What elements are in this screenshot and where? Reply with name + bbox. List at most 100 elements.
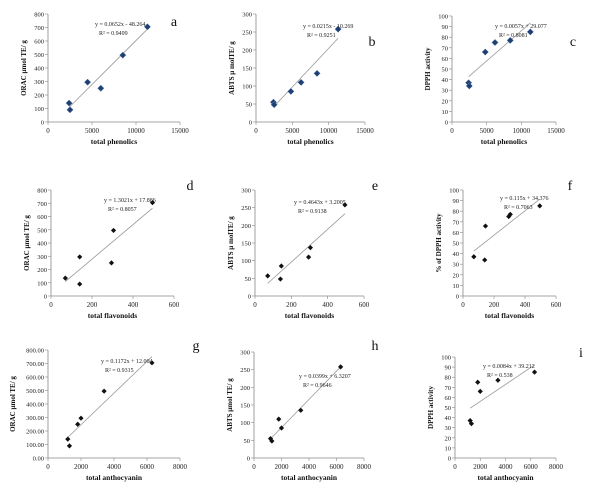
y-tick-label: 60 — [442, 56, 449, 63]
trend-line — [67, 356, 153, 438]
y-tick-label: 150 — [241, 241, 251, 248]
data-point — [276, 416, 282, 422]
data-point — [277, 276, 284, 282]
x-tick-label: 400 — [322, 301, 333, 309]
y-tick-label: 30 — [445, 425, 452, 432]
x-axis-label: total anthocyanin — [86, 473, 143, 482]
panel-d: 0 100 200 300 400 500 600 700 800 0 200 400 600 total… — [23, 179, 194, 320]
data-point — [108, 260, 115, 266]
panel-letter: c — [570, 35, 576, 50]
y-tick-label: 10 — [442, 109, 449, 116]
y-axis-label: ABTS µ molTE/ g — [228, 41, 236, 95]
panel-letter: g — [193, 339, 200, 354]
panel-a: 0 100 200 300 400 500 600 700 800 0 5000 10000 15000… — [20, 12, 189, 147]
x-tick-label: 600 — [359, 301, 370, 309]
y-tick-label: 300 — [242, 12, 252, 19]
trend-line — [273, 37, 339, 108]
data-point — [506, 36, 514, 44]
y-tick-label: 200 — [37, 267, 47, 274]
data-point — [143, 23, 151, 31]
x-tick-label: 10000 — [320, 127, 338, 135]
x-tick-label: 0 — [450, 127, 454, 135]
y-tick-label: 500 — [37, 227, 47, 234]
x-tick-label: 2000 — [74, 463, 89, 471]
x-axis-label: total phenolics — [481, 137, 528, 146]
data-point — [307, 244, 314, 251]
x-tick-label: 0 — [253, 301, 257, 309]
x-axis-label: total flavonoids — [88, 311, 137, 320]
y-tick-label: 20 — [453, 272, 460, 279]
y-tick-label: 100 — [449, 188, 459, 195]
y-tick-label: 100 — [37, 280, 47, 287]
data-point — [506, 213, 512, 220]
r-squared: R² = 0.9138 — [298, 209, 327, 215]
data-point — [77, 254, 83, 260]
x-tick-label: 0 — [46, 463, 50, 471]
y-axis-label: ABTS µ molTE/ g — [227, 216, 235, 270]
y-axis-label: ABTS µmol TE/ g — [226, 378, 234, 432]
y-tick-label: 50 — [245, 276, 252, 283]
x-tick-label: 10000 — [127, 127, 145, 135]
x-tick-label: 8000 — [173, 463, 188, 471]
y-axis-label: % of DPPH activity — [435, 213, 443, 273]
y-tick-label: 50 — [453, 241, 460, 248]
y-tick-label: 200 — [240, 385, 250, 392]
panel-h: 0 50 100 150 200 250 300 0 2000 4000 6000 8000 total… — [226, 339, 379, 482]
data-point — [471, 254, 477, 260]
trend-line — [68, 28, 148, 108]
y-tick-label: 500 — [34, 52, 44, 59]
r-squared: R² = 0.9251 — [307, 33, 336, 39]
data-point — [338, 364, 344, 370]
y-tick-label: 100.00 — [26, 442, 44, 449]
data-point — [298, 407, 304, 413]
x-tick-label: 200 — [87, 301, 98, 309]
y-tick-label: 200 — [34, 93, 44, 100]
x-tick-label: 5000 — [85, 127, 100, 135]
data-point — [65, 436, 71, 442]
y-tick-label: 30 — [453, 262, 460, 269]
data-point — [482, 257, 488, 263]
r-squared: R² = 0.9499 — [99, 31, 128, 37]
panel-letter: f — [568, 179, 573, 194]
y-tick-label: 0 — [445, 120, 448, 127]
y-tick-label: 300 — [37, 254, 47, 261]
y-tick-label: 300 — [240, 350, 250, 357]
y-axis-label: DPPH activity — [427, 386, 435, 429]
y-tick-label: 20 — [442, 98, 449, 105]
data-point — [77, 281, 83, 287]
r-squared: R² = 0.9315 — [105, 368, 134, 374]
data-point — [78, 415, 84, 421]
data-point — [149, 360, 155, 366]
y-tick-label: 100 — [241, 258, 251, 265]
y-tick-label: 150 — [240, 403, 250, 410]
x-tick-label: 2000 — [473, 463, 488, 471]
trend-equation: y = 0.4643x + 3.2005 — [294, 200, 346, 206]
x-tick-label: 200 — [489, 301, 500, 309]
data-point — [149, 199, 156, 206]
data-point — [526, 28, 534, 36]
data-point — [62, 275, 68, 281]
y-tick-label: 0.00 — [33, 456, 44, 463]
y-tick-label: 0 — [248, 294, 251, 301]
x-axis-label: total anthocyanin — [477, 473, 534, 482]
trend-equation: y = 0.1172x + 12.004 — [101, 359, 153, 365]
y-axis-label: ORAC µmol TE/ g — [20, 40, 28, 96]
y-tick-label: 100 — [242, 84, 252, 91]
y-tick-label: 40 — [442, 77, 449, 84]
y-tick-label: 800 — [37, 188, 47, 195]
panel-letter: d — [187, 179, 194, 194]
trend-line — [468, 22, 531, 77]
panel-i: 0 10 20 30 40 50 60 70 80 90 100 0 2000 4000 6000 8000 t… — [427, 346, 583, 482]
y-axis-label: ORAC µmol TE/ g — [23, 215, 31, 271]
x-tick-label: 15000 — [356, 127, 374, 135]
data-point — [531, 369, 538, 375]
panel-f: 0 10 20 30 40 50 60 70 80 90 100 0 200 400 600 total fl… — [435, 179, 573, 320]
x-tick-label: 200 — [286, 301, 297, 309]
y-tick-label: 600 — [34, 39, 44, 46]
trend-line — [267, 213, 346, 284]
y-tick-label: 100 — [441, 355, 451, 362]
x-tick-label: 8000 — [549, 463, 564, 471]
y-tick-label: 40 — [445, 415, 452, 422]
y-tick-label: 400 — [37, 241, 47, 248]
y-tick-label: 30 — [442, 88, 449, 95]
